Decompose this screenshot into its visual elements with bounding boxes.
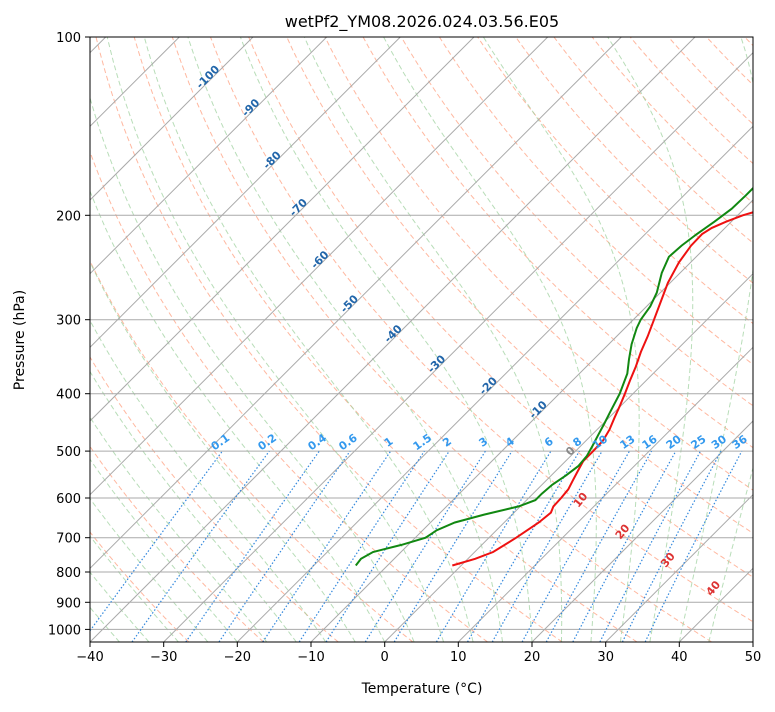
mixing-ratio-line [132, 451, 269, 642]
mixing-ratio-label: 1.5 [411, 431, 434, 453]
isotherm-label: -60 [308, 248, 331, 271]
isotherm-line [0, 37, 253, 642]
x-tick-label: 40 [671, 650, 688, 665]
isotherm-line [0, 37, 400, 642]
isotherm-line [385, 37, 775, 642]
mixing-ratio-line [326, 451, 449, 642]
moist-adiabat [188, 37, 503, 642]
y-tick-label: 700 [56, 532, 81, 547]
mixing-ratio-line [394, 451, 512, 642]
moist-adiabat [0, 37, 267, 642]
isotherm-line [0, 37, 327, 642]
moist-adiabat [304, 37, 561, 642]
mixing-ratio-label: 30 [709, 432, 729, 452]
y-tick-label: 100 [56, 31, 81, 46]
dry-adiabat [58, 37, 488, 642]
mixing-ratio-line [468, 451, 580, 642]
mixing-ratio-label: 16 [640, 432, 660, 452]
y-tick-label: 600 [56, 492, 81, 507]
x-tick-label: −20 [224, 650, 251, 665]
isotherm-line [16, 37, 621, 642]
y-tick-label: 900 [56, 596, 81, 611]
moist-adiabat [0, 37, 237, 642]
mixing-ratio-label: 13 [617, 433, 637, 452]
x-tick-label: 0 [381, 650, 389, 665]
isotherm-line [458, 37, 775, 642]
moist-adiabat-label: 10 [571, 490, 591, 510]
x-tick-label: 20 [524, 650, 541, 665]
plot-frame [90, 37, 753, 642]
dry-adiabat [0, 37, 338, 642]
mixing-ratio-line [299, 451, 424, 642]
x-axis-label: Temperature (°C) [361, 681, 483, 697]
dry-adiabat [592, 37, 775, 642]
y-tick-label: 400 [56, 388, 81, 403]
isotherm-line [311, 37, 775, 642]
mixing-ratio-line [645, 451, 742, 642]
mixing-ratio-label: 0.4 [306, 431, 330, 453]
mixing-ratio-label: 0.1 [209, 431, 232, 453]
x-tick-label: 10 [450, 650, 467, 665]
mixing-ratio-line [546, 451, 651, 642]
x-tick-label: 50 [745, 650, 762, 665]
mixing-ratio-line [522, 451, 629, 642]
dry-adiabat [707, 37, 775, 642]
moist-adiabat-label: 20 [613, 521, 633, 541]
mixing-ratio-label: 3 [477, 435, 491, 450]
x-tick-label: −40 [76, 650, 103, 665]
x-tick-label: −10 [297, 650, 324, 665]
y-tick-label: 200 [56, 209, 81, 224]
isotherm-line [237, 37, 775, 642]
mixing-ratio-label: 6 [542, 435, 556, 450]
dry-adiabat [0, 37, 189, 642]
dry-adiabat [668, 37, 775, 642]
mixing-ratio-label: 1 [382, 435, 396, 450]
isotherm-label: -40 [382, 322, 405, 345]
mixing-ratio-line [219, 451, 350, 642]
isotherm-label: -50 [338, 292, 361, 315]
moist-adiabat [0, 37, 208, 642]
sounding-profiles [356, 37, 775, 566]
y-tick-label: 800 [56, 566, 81, 581]
isotherm-label: -80 [261, 148, 284, 171]
x-tick-label: 30 [597, 650, 614, 665]
y-tick-label: 1000 [48, 623, 81, 638]
mixing-ratio-label: 25 [688, 433, 708, 452]
moist-adiabat [483, 37, 639, 642]
dry-adiabat [363, 37, 775, 642]
mixing-ratio-label: 36 [730, 432, 750, 452]
isotherm-line [679, 37, 775, 642]
mixing-ratio-line [82, 451, 223, 642]
x-tick-label: −30 [150, 650, 177, 665]
dry-adiabat [745, 37, 775, 642]
chart-title: wetPf2_YM08.2026.024.03.56.E05 [285, 12, 559, 32]
isotherm-line [0, 37, 474, 642]
isotherm-line [753, 37, 775, 642]
isotherm-line [164, 37, 769, 642]
y-tick-label: 500 [56, 445, 81, 460]
dry-adiabat [20, 37, 413, 642]
moist-adiabat-label: 30 [658, 550, 678, 570]
isotherm-label: -90 [239, 96, 262, 119]
y-axis-label: Pressure (hPa) [12, 290, 28, 390]
isotherm-label: -30 [425, 352, 448, 375]
dewpoint-line [356, 37, 775, 566]
mixing-ratio-line [600, 451, 701, 642]
isotherm-label: -10 [527, 398, 550, 421]
mixing-ratio-line [263, 451, 391, 642]
moist-adiabat [23, 37, 356, 642]
y-tick-label: 300 [56, 314, 81, 329]
